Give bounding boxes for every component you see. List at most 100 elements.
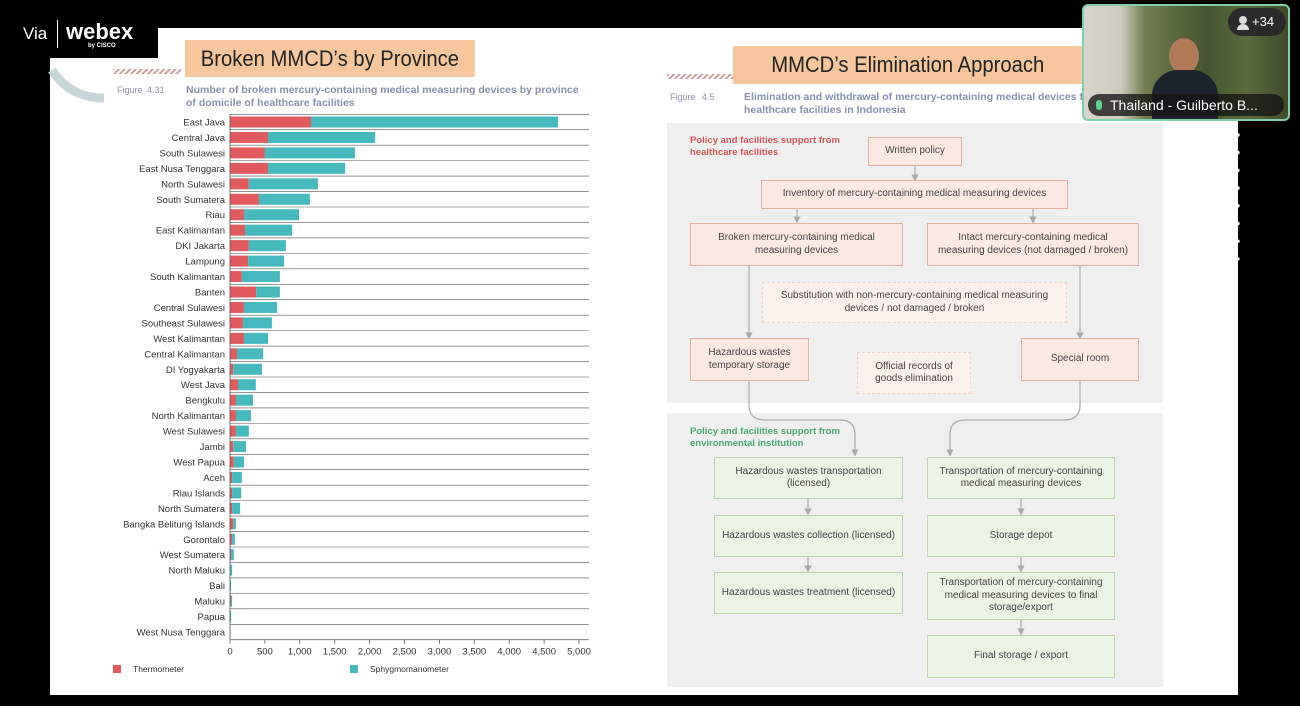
- bar-segment: [230, 193, 259, 205]
- brand-sub: by CISCO: [88, 43, 116, 49]
- speaker-head: [1169, 38, 1199, 74]
- dot: [1202, 168, 1206, 173]
- dot-grid: [1202, 133, 1240, 261]
- category-label: West Sulawesi: [163, 427, 225, 438]
- dot: [1202, 239, 1206, 243]
- category-label: Central Java: [172, 133, 226, 144]
- bar-segment: [232, 487, 242, 499]
- category-label: DKI Jakarta: [175, 241, 225, 252]
- bar-segment: [236, 348, 264, 360]
- bar-segment: [230, 441, 234, 453]
- bar-segment: [248, 178, 318, 190]
- bar-segment: [235, 394, 254, 406]
- node: Hazardous wastes transportation (license…: [714, 457, 903, 499]
- bar-segment: [230, 178, 249, 190]
- category-label: North Maluku: [169, 566, 226, 577]
- category-label: Bengkulu: [185, 396, 225, 407]
- category-label: DI Yogyakarta: [166, 365, 226, 376]
- bar-segment: [232, 471, 242, 483]
- category-label: North Sulawesi: [161, 179, 225, 190]
- dot: [1202, 186, 1206, 190]
- dot: [1236, 257, 1240, 261]
- participant-count: +34: [1252, 14, 1275, 29]
- bar-segment: [230, 518, 234, 530]
- bar-segment: [230, 255, 249, 267]
- bar-segment: [230, 533, 233, 545]
- category-label: Maluku: [194, 597, 225, 608]
- bar-segment: [268, 162, 346, 174]
- category-label: Papua: [198, 612, 226, 623]
- node: Transportation of mercury-containing med…: [927, 457, 1115, 499]
- via-label: Via: [23, 24, 48, 43]
- x-tick-label: 4,000: [497, 647, 521, 658]
- bar-segment: [241, 271, 280, 283]
- bar-segment: [233, 363, 263, 375]
- category-label: Bali: [209, 581, 225, 592]
- legend-label: Thermometer: [133, 664, 184, 674]
- bar-segment: [310, 116, 559, 128]
- category-label: East Nusa Tenggara: [139, 164, 226, 175]
- bar-segment: [231, 549, 234, 561]
- bar-segment: [230, 147, 265, 159]
- bar-segment: [248, 240, 286, 252]
- bar-segment: [231, 595, 233, 607]
- x-tick-label: 4,500: [532, 647, 556, 658]
- brand-panel: Via webex by CISCO: [0, 0, 158, 58]
- arrow: [748, 381, 859, 457]
- dot: [1236, 239, 1240, 243]
- figure-number: 4.5: [702, 92, 715, 102]
- category-label: Jambi: [200, 442, 225, 453]
- bar-segment: [243, 209, 300, 221]
- dot: [1236, 204, 1240, 208]
- category-label: Lampung: [185, 257, 225, 268]
- node: Broken mercury-containing medical measur…: [690, 223, 903, 266]
- node: Intact mercury-containing medical measur…: [927, 223, 1139, 266]
- bar-segment: [230, 348, 237, 360]
- bar-segment: [230, 209, 244, 221]
- participants-button[interactable]: +34: [1228, 8, 1286, 36]
- bar-segment: [235, 410, 251, 422]
- bar-segment: [230, 580, 232, 592]
- mic-icon: [1096, 100, 1102, 110]
- bar-segment: [230, 363, 234, 375]
- bar-segment: [230, 502, 233, 514]
- bar-segment: [230, 394, 236, 406]
- x-tick-label: 1,500: [323, 647, 347, 658]
- chart-title: Number of broken mercury-containing medi…: [186, 84, 579, 109]
- dot: [1236, 133, 1240, 137]
- section-label: Policy and facilities support from envir…: [690, 426, 840, 449]
- bar-segment: [248, 255, 285, 267]
- bar-segment: [230, 301, 244, 313]
- dot: [1219, 239, 1223, 243]
- bar-segment: [238, 379, 256, 391]
- x-tick-label: 5,000: [567, 647, 591, 658]
- bar-segment: [230, 379, 239, 391]
- bar-chart: East Java Central Java South Sulawesi East …: [113, 113, 591, 674]
- node: Written policy: [868, 137, 962, 166]
- bar-segment: [243, 301, 278, 313]
- x-tick-label: 3,000: [428, 647, 452, 658]
- bar-segment: [230, 471, 233, 483]
- section-label: Policy and facilities support from healt…: [690, 135, 840, 158]
- bar-segment: [230, 131, 269, 143]
- bar-segment: [230, 240, 249, 252]
- dot: [1202, 204, 1206, 208]
- x-tick-label: 2,000: [358, 647, 382, 658]
- bar-segment: [230, 595, 232, 607]
- x-tick-label: 500: [257, 647, 273, 658]
- category-label: East Kalimantan: [156, 226, 225, 237]
- video-tile[interactable]: Thailand - Guilberto B... +34: [1082, 4, 1290, 121]
- node: Storage depot: [927, 515, 1115, 557]
- figure-label: Figure: [670, 92, 696, 102]
- bar-segment: [230, 224, 246, 236]
- category-label: South Sulawesi: [160, 148, 225, 159]
- category-label: West Papua: [173, 458, 225, 469]
- dot: [1219, 168, 1223, 173]
- dot: [1236, 221, 1240, 226]
- category-label: West Java: [181, 380, 226, 391]
- node: Hazardous wastes collection (licensed): [714, 515, 903, 557]
- category-label: Southeast Sulawesi: [142, 318, 225, 329]
- node: Special room: [1021, 338, 1139, 381]
- category-label: Riau Islands: [173, 488, 226, 499]
